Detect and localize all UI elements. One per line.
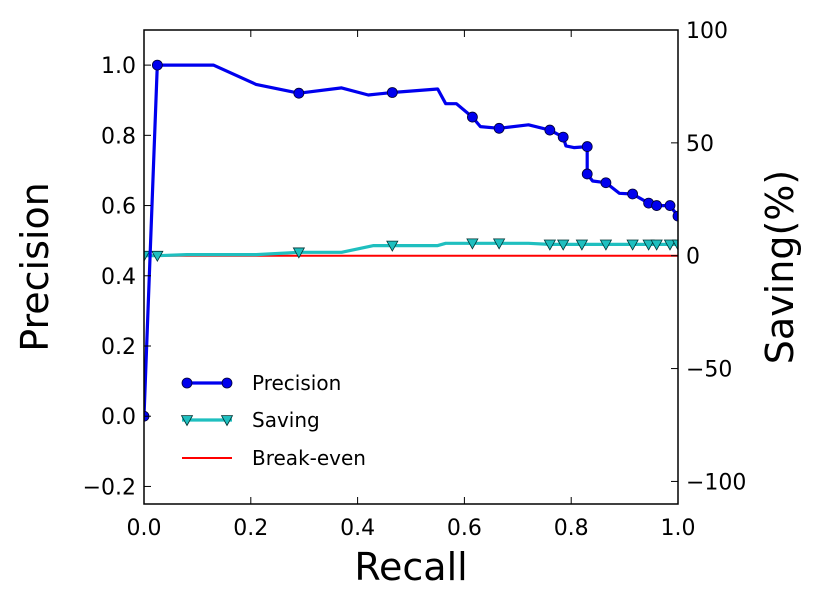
y-tick-label: 0.4 bbox=[101, 265, 136, 290]
data-point-precision bbox=[581, 168, 593, 180]
data-point-precision bbox=[557, 131, 569, 143]
y-tick-label: 0.0 bbox=[101, 405, 136, 430]
y2-tick-label: −100 bbox=[686, 470, 746, 495]
x-tick-label: 0.0 bbox=[127, 516, 162, 541]
legend-entry: Break-even bbox=[182, 446, 366, 470]
y-tick-label: 1.0 bbox=[101, 54, 136, 79]
x-tick-label: 0.2 bbox=[233, 516, 268, 541]
legend-marker bbox=[180, 415, 194, 427]
legend-label: Precision bbox=[252, 371, 341, 395]
legend-marker bbox=[181, 377, 193, 389]
y2-tick-label: 100 bbox=[686, 19, 728, 44]
series-layer bbox=[144, 59, 678, 422]
data-point-saving bbox=[151, 250, 164, 263]
x-tick-label: 0.4 bbox=[340, 516, 375, 541]
y2-axis-title: Saving(%) bbox=[758, 170, 802, 364]
data-point-precision bbox=[600, 177, 612, 189]
data-point-precision bbox=[627, 188, 639, 200]
data-point-precision bbox=[493, 122, 505, 134]
data-point-precision bbox=[386, 87, 398, 98]
data-point-precision bbox=[581, 141, 593, 152]
data-point-saving bbox=[386, 240, 399, 252]
data-point-saving bbox=[650, 239, 663, 251]
x-tick-label: 1.0 bbox=[661, 516, 696, 541]
data-point-saving bbox=[292, 247, 306, 259]
data-point-saving bbox=[575, 239, 589, 251]
series-line-precision bbox=[144, 63, 678, 417]
y-tick-label: −0.2 bbox=[83, 475, 136, 500]
data-point-precision bbox=[544, 124, 556, 136]
legend-marker bbox=[221, 377, 233, 389]
ticks-layer: 0.0 0.2 0.4 0.6 0.8 1.0 −0.2 0.0 0.2 0.4 0.6 0.8 1.0… bbox=[83, 19, 747, 541]
data-point-saving bbox=[557, 239, 570, 251]
legend-marker bbox=[220, 415, 234, 427]
legend-entry: Saving bbox=[180, 408, 320, 432]
data-point-precision bbox=[293, 87, 305, 99]
x-tick-label: 0.8 bbox=[554, 516, 589, 541]
data-point-saving bbox=[144, 250, 151, 263]
data-point-precision bbox=[672, 210, 678, 222]
data-point-precision bbox=[467, 111, 478, 123]
y2-tick-label: −50 bbox=[686, 358, 732, 383]
y-tick-label: 0.8 bbox=[101, 124, 136, 149]
y-axis-title: Precision bbox=[13, 182, 57, 352]
legend-label: Break-even bbox=[252, 446, 366, 470]
data-point-saving bbox=[466, 238, 479, 250]
y-tick-label: 0.2 bbox=[101, 335, 136, 360]
data-point-precision bbox=[664, 200, 676, 211]
legend: Precision Saving Break-even bbox=[180, 371, 366, 470]
data-point-saving bbox=[543, 239, 557, 251]
data-point-precision bbox=[151, 59, 163, 71]
y2-tick-label: 50 bbox=[686, 132, 714, 157]
data-point-saving bbox=[663, 239, 677, 251]
series-saving bbox=[144, 238, 678, 263]
data-point-saving bbox=[492, 238, 506, 250]
series-line-saving bbox=[144, 241, 678, 258]
plot-frame bbox=[143, 29, 679, 505]
legend-entry: Precision bbox=[181, 371, 341, 395]
data-point-saving bbox=[599, 239, 613, 251]
y-tick-label: 0.6 bbox=[101, 195, 136, 220]
data-point-saving bbox=[626, 239, 639, 251]
data-point-precision bbox=[651, 200, 663, 211]
data-point-saving bbox=[642, 239, 655, 251]
x-axis-title: Recall bbox=[354, 545, 467, 589]
x-tick-label: 0.6 bbox=[447, 516, 482, 541]
legend-label: Saving bbox=[252, 408, 320, 432]
data-point-saving bbox=[671, 239, 678, 251]
y2-tick-label: 0 bbox=[686, 245, 700, 270]
series-precision bbox=[144, 59, 678, 422]
